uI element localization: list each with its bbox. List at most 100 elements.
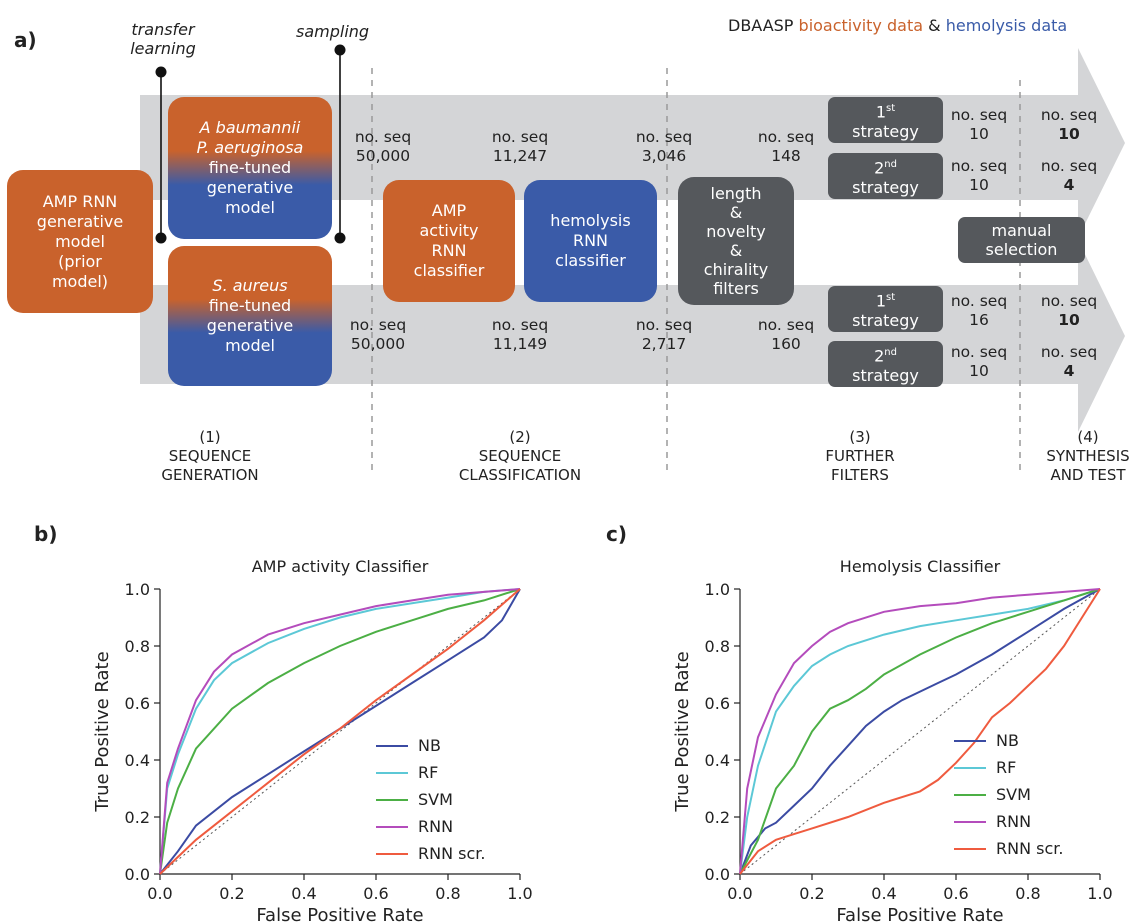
stage-1-label: (1) SEQUENCE GENERATION: [150, 428, 270, 485]
stage-4-label: (4) SYNTHESIS AND TEST: [1038, 428, 1138, 485]
seq-value: 10: [1058, 311, 1080, 329]
bottom-count-strategy-2: no. seq 10: [946, 343, 1012, 381]
bottom-strategy-2-ordinal: 2nd: [874, 343, 897, 366]
seq-value: 11,247: [492, 147, 548, 165]
seq-value: 10: [969, 176, 989, 194]
y-tick-label: 0.0: [125, 865, 150, 884]
stage-3-label: (3) FURTHER FILTERS: [810, 428, 910, 485]
roc-line-svm: [739, 588, 1101, 875]
bottom-model-line-3: generative: [206, 316, 294, 335]
seq-label: no. seq: [950, 106, 1008, 124]
amp-classifier-box: AMP activity RNN classifier: [383, 180, 515, 302]
manual-selection-line-2: selection: [985, 240, 1058, 259]
hemo-classifier-line-3: classifier: [555, 251, 626, 270]
top-model-line-1: A baumannii: [199, 118, 301, 137]
legend-label: SVM: [418, 790, 453, 809]
seq-label: no. seq: [349, 316, 407, 334]
hemolysis-chart-legend: NB RF SVM RNN RNN scr.: [954, 727, 1063, 862]
filters-line-1: length: [710, 184, 762, 203]
seq-label: no. seq: [491, 316, 549, 334]
legend-label: SVM: [996, 785, 1031, 804]
seq-label: no. seq: [1040, 157, 1098, 175]
stage-line-2: FILTERS: [831, 466, 889, 484]
top-count-filters: no. seq 148: [753, 128, 819, 166]
legend-label: RNN: [418, 817, 454, 836]
manual-selection-box: manual selection: [958, 217, 1085, 263]
bottom-finetuned-model-box: S. aureus fine-tuned generative model: [168, 246, 332, 386]
x-tick-label: 0.4: [291, 884, 316, 903]
amp-classifier-line-1: AMP: [431, 201, 467, 220]
strategy-label: strategy: [852, 177, 919, 197]
legend-label: RNN scr.: [418, 844, 486, 863]
strategy-label: strategy: [852, 121, 919, 141]
ordinal-number: 2: [874, 346, 885, 366]
bottom-model-line-4: model: [225, 336, 275, 355]
legend-swatch: [376, 798, 408, 801]
x-tick-label: 0.6: [943, 884, 968, 903]
top-count-strategy-1: no. seq 10: [946, 106, 1012, 144]
top-count-amp: no. seq 11,247: [485, 128, 555, 166]
bottom-count-sampling: no. seq 50,000: [343, 316, 413, 354]
legend-entry: NB: [954, 727, 1063, 754]
manual-selection-line-1: manual: [991, 221, 1052, 240]
x-tick-label: 0.0: [727, 884, 752, 903]
ordinal-number: 1: [875, 102, 887, 122]
panel-b-label: b): [34, 522, 58, 546]
data-source-header: DBAASP bioactivity data & hemolysis data: [728, 16, 1067, 35]
bottom-strategy-2-box: 2nd strategy: [828, 341, 943, 387]
ordinal-number: 2: [874, 158, 885, 178]
filters-line-5: chirality: [703, 260, 769, 279]
x-tick-label: 1.0: [507, 884, 532, 903]
transfer-learning-label: transfer learning: [118, 20, 208, 58]
sampling-pin-top: [334, 44, 346, 56]
strategy-label: strategy: [852, 310, 919, 330]
y-tick-label: 0.2: [705, 808, 730, 827]
transfer-learning-line-2: learning: [130, 39, 196, 58]
prior-model-line-5: model): [51, 271, 109, 291]
panel-a-label: a): [14, 28, 37, 52]
legend-entry: RNN scr.: [376, 840, 485, 867]
header-bioactivity: bioactivity data: [798, 16, 924, 35]
legend-label: RF: [418, 763, 439, 782]
seq-value: 16: [969, 311, 989, 329]
top-count-hemolysis: no. seq 3,046: [629, 128, 699, 166]
y-axis-label: True Positive Rate: [672, 651, 693, 812]
stage-line-1: SEQUENCE: [168, 447, 252, 465]
seq-label: no. seq: [354, 128, 412, 146]
x-tick-label: 0.8: [1015, 884, 1040, 903]
seq-value: 4: [1063, 362, 1075, 380]
x-tick-label: 1.0: [1087, 884, 1112, 903]
filters-line-4: &: [729, 241, 743, 260]
seq-value: 11,149: [492, 335, 548, 353]
y-tick-label: 0.4: [125, 751, 150, 770]
top-strategy-1-box: 1st strategy: [828, 97, 943, 143]
chart-title: Hemolysis Classifier: [840, 557, 1001, 576]
x-tick-label: 0.8: [435, 884, 460, 903]
seq-label: no. seq: [950, 157, 1008, 175]
amp-classifier-line-4: classifier: [413, 261, 485, 280]
seq-value: 3,046: [641, 147, 687, 165]
ordinal-suffix: nd: [884, 159, 897, 171]
legend-entry: NB: [376, 732, 485, 759]
seq-value: 10: [969, 362, 989, 380]
top-model-line-2: P. aeruginosa: [196, 138, 304, 157]
legend-label: NB: [418, 736, 441, 755]
legend-swatch: [954, 847, 986, 850]
bottom-count-filters: no. seq 160: [753, 316, 819, 354]
stage-number: (1): [199, 428, 221, 446]
ordinal-number: 1: [875, 291, 887, 311]
bottom-count-amp: no. seq 11,149: [485, 316, 555, 354]
roc-line-rnn: [159, 588, 521, 875]
seq-label: no. seq: [635, 316, 693, 334]
amp-classifier-line-3: RNN: [431, 241, 467, 260]
transfer-learning-pin-bottom: [155, 232, 167, 244]
prior-model-line-1: AMP RNN: [42, 191, 118, 211]
top-strategy-2-ordinal: 2nd: [874, 155, 897, 178]
stage-2-label: (2) SEQUENCE CLASSIFICATION: [445, 428, 595, 485]
stage-line-1: SEQUENCE: [478, 447, 562, 465]
roc-line-nb: [739, 588, 1101, 875]
ordinal-suffix: st: [886, 292, 896, 304]
seq-label: no. seq: [635, 128, 693, 146]
transfer-learning-line-1: transfer: [131, 20, 195, 39]
seq-value: 50,000: [355, 147, 411, 165]
